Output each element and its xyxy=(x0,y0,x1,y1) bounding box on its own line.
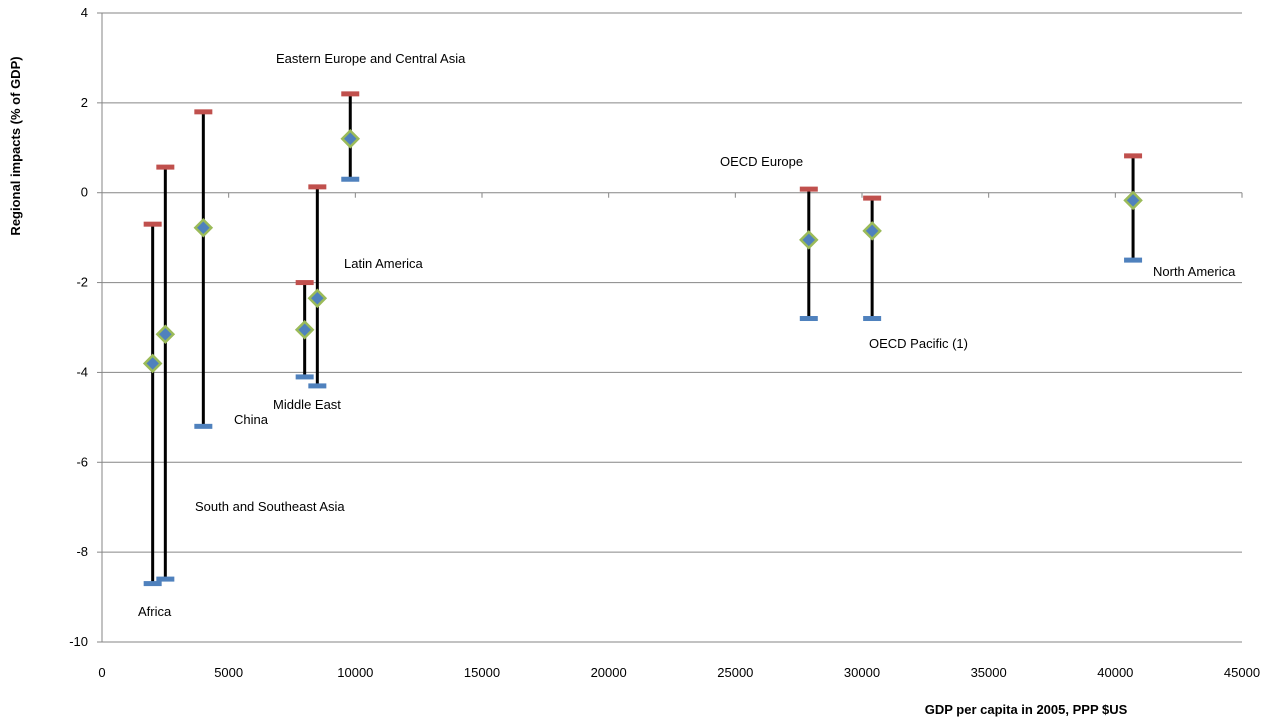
region-labels: Africa South and Southeast Asia China Middl… xyxy=(138,51,1236,619)
y-tick-label: -6 xyxy=(76,454,88,469)
region-north-america xyxy=(1123,153,1143,263)
x-tick-label: 30000 xyxy=(844,665,880,680)
region-label: OECD Pacific (1) xyxy=(869,336,968,351)
y-tick-labels: -10 -8 -6 -4 -2 0 2 4 xyxy=(69,5,88,649)
x-tick-label: 5000 xyxy=(214,665,243,680)
low-marker xyxy=(799,316,818,322)
region-south-and-southeast-asia xyxy=(155,164,176,582)
region-africa xyxy=(142,221,163,587)
central-marker xyxy=(862,221,882,241)
central-marker xyxy=(142,353,163,374)
y-tick-label: -2 xyxy=(76,275,88,290)
low-marker xyxy=(295,374,314,380)
low-marker xyxy=(143,581,162,587)
low-marker xyxy=(156,576,175,582)
central-marker xyxy=(155,324,176,345)
axes xyxy=(97,12,1243,643)
y-tick-label: 0 xyxy=(81,185,88,200)
x-tick-label: 0 xyxy=(98,665,105,680)
y-tick-label: 4 xyxy=(81,5,88,20)
x-tick-label: 15000 xyxy=(464,665,500,680)
low-marker xyxy=(341,176,360,182)
region-label: North America xyxy=(1153,264,1236,279)
region-latin-america xyxy=(307,184,328,389)
central-marker xyxy=(340,129,361,149)
x-tick-label: 40000 xyxy=(1097,665,1133,680)
x-tick-label: 35000 xyxy=(971,665,1007,680)
high-marker xyxy=(295,280,314,286)
region-china xyxy=(193,109,214,429)
central-marker xyxy=(1123,190,1143,211)
y-tick-label: 2 xyxy=(81,95,88,110)
central-marker xyxy=(193,217,214,238)
region-oecd-europe xyxy=(799,186,819,322)
x-axis-title: GDP per capita in 2005, PPP $US xyxy=(925,702,1128,717)
regions-series xyxy=(142,91,1143,587)
region-label: OECD Europe xyxy=(720,154,803,169)
region-label: Latin America xyxy=(344,256,424,271)
region-label: Africa xyxy=(138,604,172,619)
y-tick-label: -4 xyxy=(76,364,88,379)
high-marker xyxy=(156,164,175,170)
y-axis-title: Regional impacts (% of GDP) xyxy=(8,56,23,235)
region-label: China xyxy=(234,412,269,427)
region-eastern-europe-and-central-asia xyxy=(340,91,361,182)
low-marker xyxy=(1124,257,1143,263)
high-marker xyxy=(341,91,360,97)
gridlines xyxy=(102,12,1242,553)
high-marker xyxy=(194,109,213,115)
y-tick-label: -8 xyxy=(76,544,88,559)
low-marker xyxy=(194,423,213,429)
high-marker xyxy=(143,221,162,227)
region-middle-east xyxy=(294,280,315,380)
x-tick-label: 10000 xyxy=(337,665,373,680)
x-tick-label: 20000 xyxy=(591,665,627,680)
central-marker xyxy=(799,230,819,250)
high-marker xyxy=(799,186,818,192)
x-tick-labels: 0 5000 10000 15000 20000 25000 30000 35000 40000… xyxy=(98,665,1260,680)
region-label: Eastern Europe and Central Asia xyxy=(276,51,466,66)
high-marker xyxy=(1124,153,1143,159)
high-marker xyxy=(308,184,327,190)
region-label: South and Southeast Asia xyxy=(195,499,345,514)
high-marker xyxy=(863,195,882,201)
low-marker xyxy=(308,383,327,389)
central-marker xyxy=(307,288,328,309)
x-tick-label: 45000 xyxy=(1224,665,1260,680)
region-label: Middle East xyxy=(273,397,341,412)
low-marker xyxy=(863,316,882,322)
y-tick-label: -10 xyxy=(69,634,88,649)
region-oecd-pacific-1 xyxy=(862,195,882,322)
central-marker xyxy=(294,319,315,340)
x-tick-label: 25000 xyxy=(717,665,753,680)
